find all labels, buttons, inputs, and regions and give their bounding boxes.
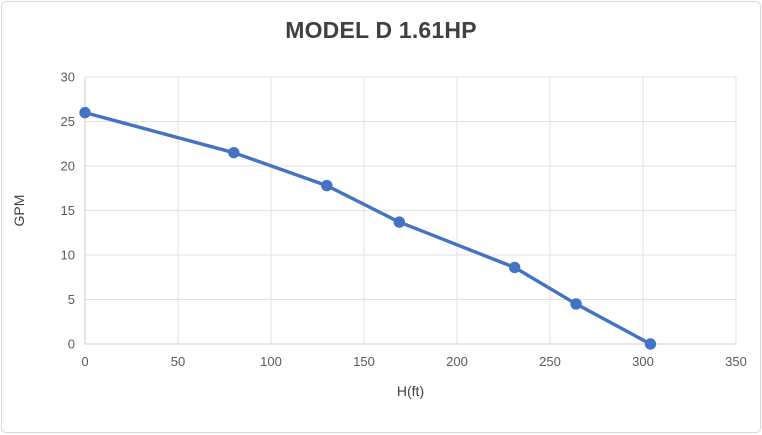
svg-text:GPM: GPM bbox=[11, 195, 27, 227]
svg-text:200: 200 bbox=[446, 354, 468, 369]
svg-text:0: 0 bbox=[68, 337, 75, 352]
svg-text:350: 350 bbox=[725, 354, 747, 369]
svg-text:20: 20 bbox=[61, 159, 75, 174]
svg-text:H(ft): H(ft) bbox=[397, 383, 424, 399]
svg-text:250: 250 bbox=[539, 354, 561, 369]
svg-text:30: 30 bbox=[61, 70, 75, 85]
svg-text:5: 5 bbox=[68, 292, 75, 307]
svg-text:25: 25 bbox=[61, 114, 75, 129]
svg-text:10: 10 bbox=[61, 248, 75, 263]
svg-text:100: 100 bbox=[260, 354, 282, 369]
svg-text:15: 15 bbox=[61, 203, 75, 218]
svg-text:150: 150 bbox=[353, 354, 375, 369]
svg-text:300: 300 bbox=[632, 354, 654, 369]
svg-text:0: 0 bbox=[81, 354, 88, 369]
svg-text:50: 50 bbox=[171, 354, 185, 369]
